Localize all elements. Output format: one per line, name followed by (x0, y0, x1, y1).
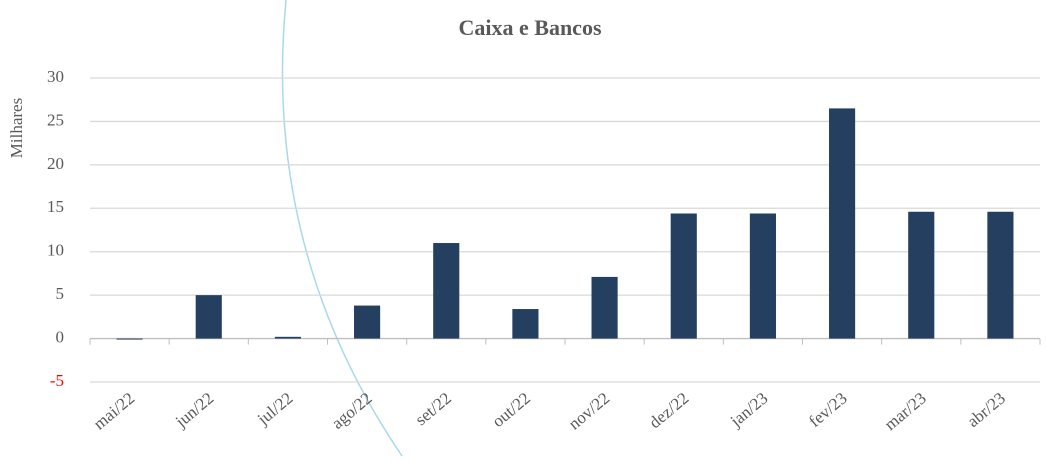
x-tick-label: nov/22 (565, 389, 613, 434)
bar (274, 336, 301, 339)
x-tick-label: mai/22 (90, 389, 138, 434)
bar (829, 108, 856, 339)
chart-title: Caixa e Bancos (459, 15, 602, 40)
x-tick-label: set/22 (411, 389, 454, 430)
x-tick-label: fev/23 (805, 389, 850, 431)
bar (749, 213, 776, 339)
bar (512, 309, 539, 339)
y-axis-title: Milhares (7, 98, 26, 158)
bar (987, 211, 1014, 339)
y-tick-label: 15 (47, 197, 64, 216)
y-tick-label: -5 (50, 371, 64, 390)
y-tick-label: 0 (56, 327, 65, 346)
x-tick-label: jun/22 (171, 389, 217, 432)
bar (433, 243, 460, 339)
x-tick-label: dez/22 (645, 389, 692, 433)
bar (591, 276, 618, 339)
x-tick-label: mar/23 (881, 389, 930, 435)
x-tick-label: abr/23 (963, 389, 1008, 431)
x-tick-label: out/22 (488, 389, 534, 431)
bar (908, 211, 935, 339)
x-tick-label: jul/22 (253, 389, 296, 430)
y-tick-label: 10 (47, 241, 64, 260)
y-tick-label: 30 (47, 67, 64, 86)
y-tick-label: 20 (47, 154, 64, 173)
y-tick-label: 5 (56, 284, 65, 303)
decorative-arc (281, 0, 403, 457)
bar (116, 338, 143, 340)
bar (195, 295, 222, 339)
bar (354, 305, 381, 339)
bar (670, 213, 697, 339)
x-tick-label: jan/23 (726, 389, 772, 432)
x-tick-label: ago/22 (328, 389, 376, 433)
y-tick-label: 25 (47, 110, 64, 129)
